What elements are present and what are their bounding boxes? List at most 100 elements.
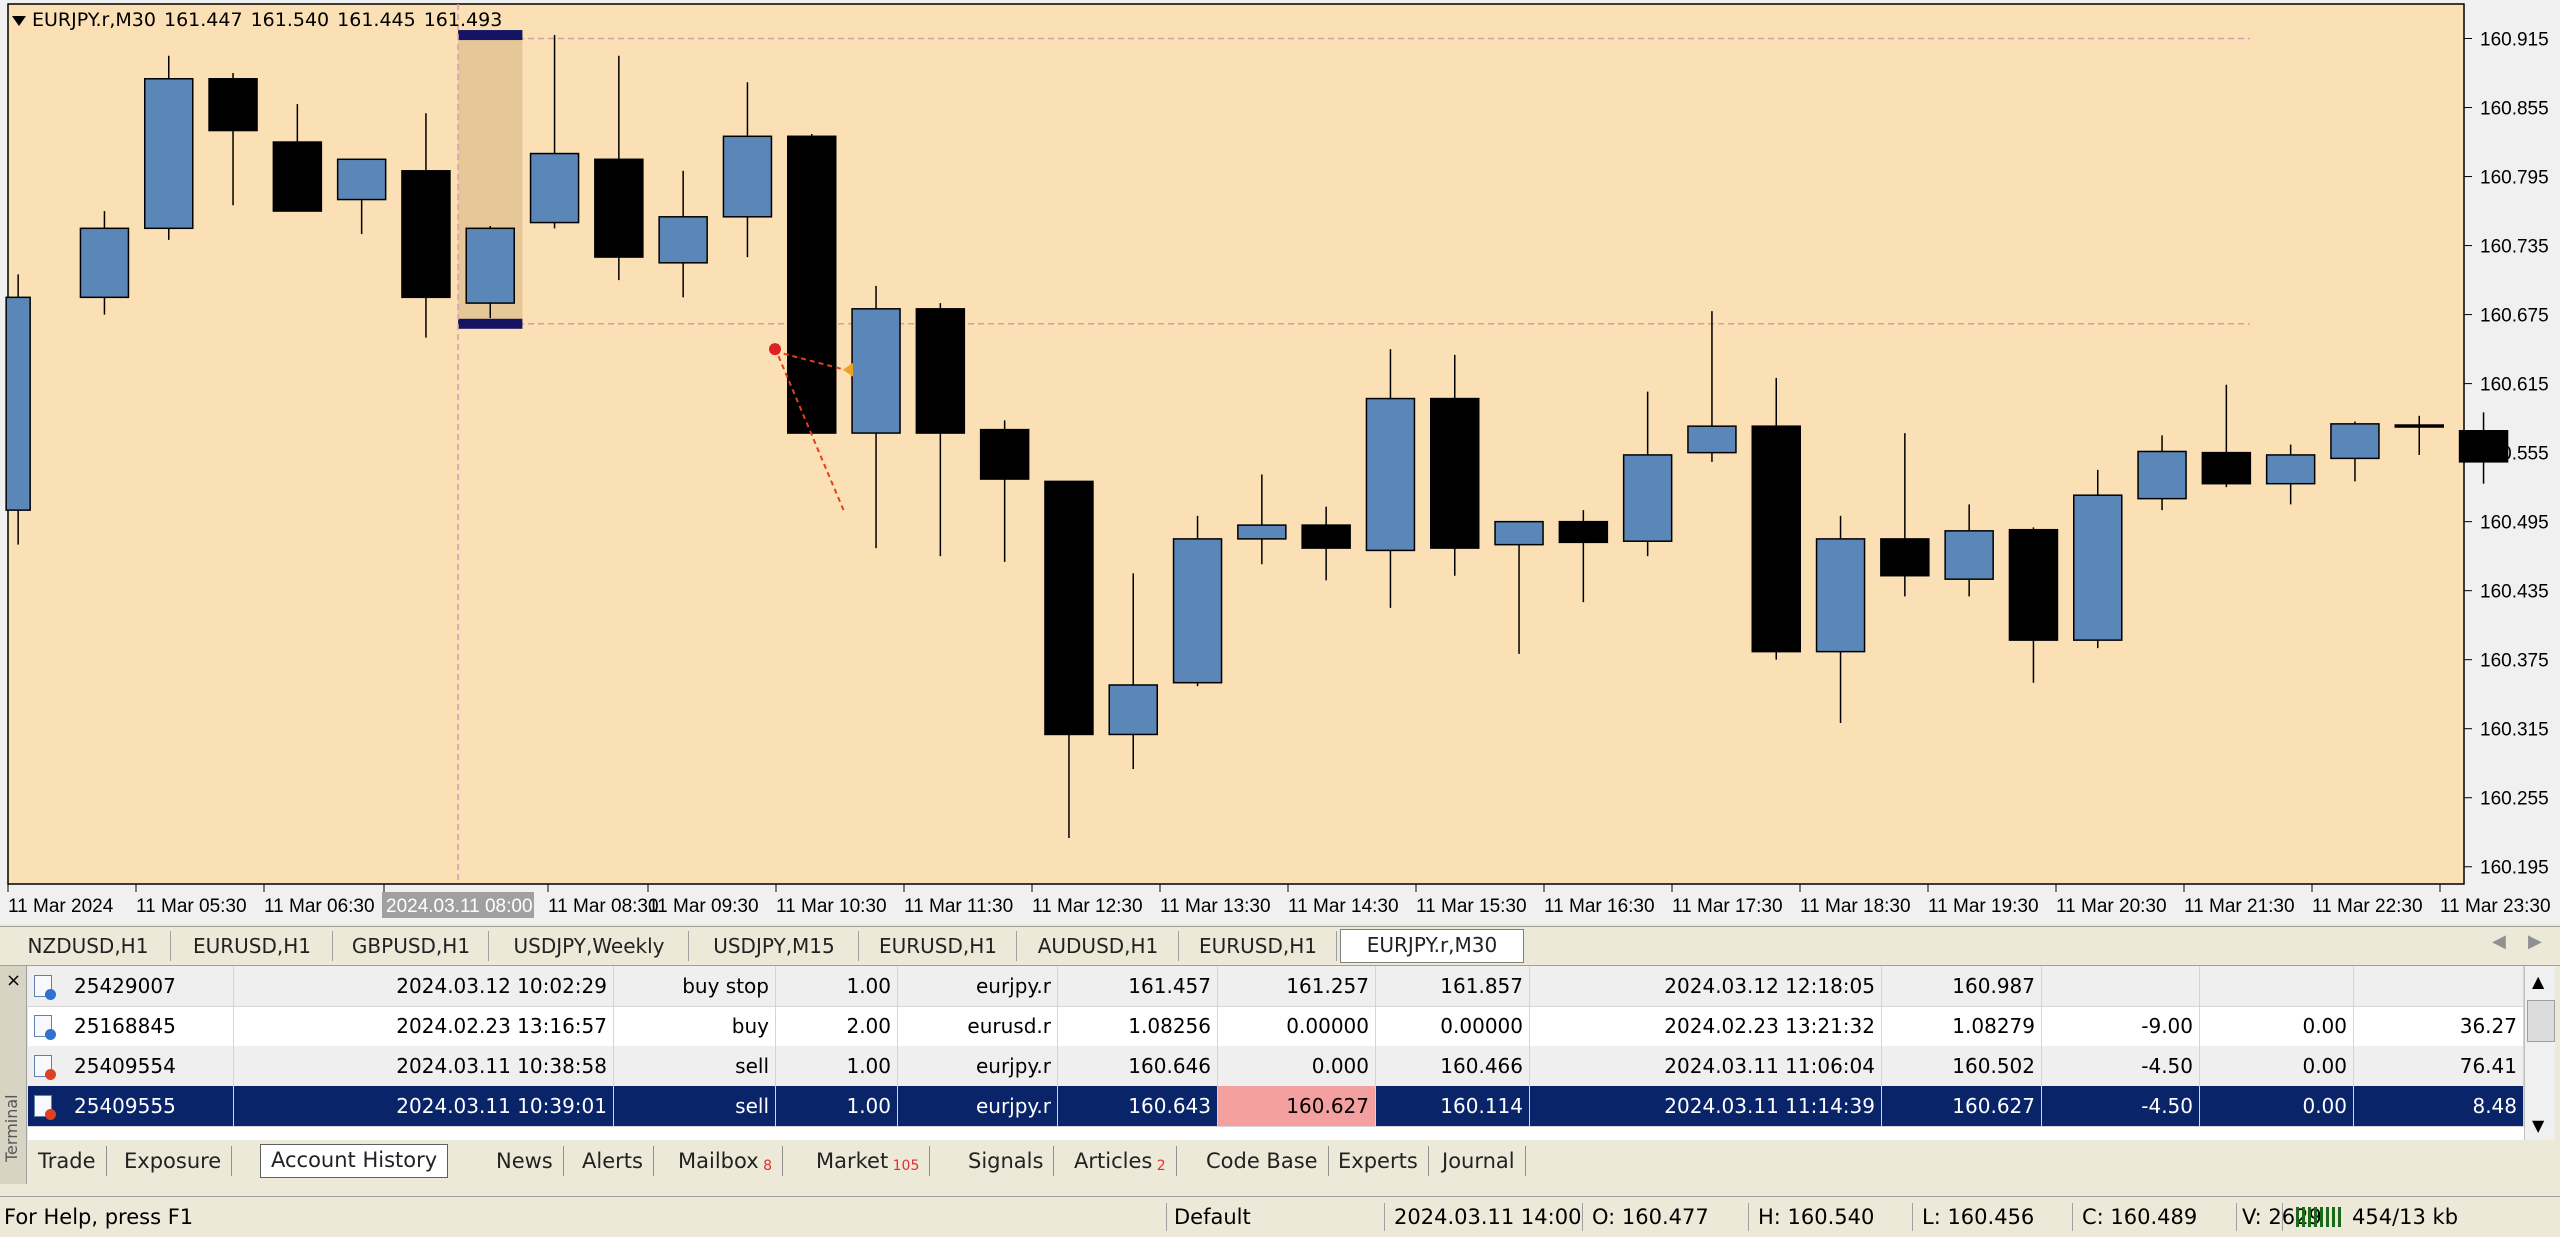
candle-body [979,428,1030,480]
table-row[interactable]: 25409554 2024.03.11 10:38:58 sell 1.00 eurjp… [28,1046,2524,1087]
swap-cell: 0.00 [2200,1006,2354,1046]
price-cell: 1.08256 [1058,1006,1218,1046]
candle-body [787,135,837,434]
y-axis-label: 160.375 [2480,651,2549,672]
history-scrollbar[interactable]: ▲ ▼ [2524,966,2555,1140]
x-axis-label: 11 Mar 05:30 [136,896,247,917]
candle-body [465,227,515,304]
tab-label: Experts [1338,1149,1418,1173]
open-time-cell: 2024.03.11 10:39:01 [234,1086,614,1126]
tp-cell: 160.114 [1376,1086,1530,1126]
commission-cell: -4.50 [2042,1046,2200,1086]
close-icon[interactable]: × [6,970,22,991]
sl-cell: 161.257 [1218,966,1376,1006]
symbol-cell: eurjpy.r [898,1046,1058,1086]
tab-label: Code Base [1206,1149,1318,1173]
tab-label: Journal [1442,1149,1515,1173]
profit-cell: 8.48 [2354,1086,2524,1126]
x-axis-label: 11 Mar 12:30 [1032,896,1143,917]
chart-tab[interactable]: USDJPY,M15 [690,931,859,961]
tab-label: Exposure [124,1149,222,1173]
tab-exposure[interactable]: Exposure [114,1146,233,1176]
swap-cell [2200,966,2354,1006]
status-help: For Help, press F1 [4,1205,194,1229]
y-axis-label: 160.555 [2480,444,2549,465]
trade-entry-marker [769,343,781,356]
tab-scroll-right-icon[interactable]: ▶ [2528,931,2542,952]
type-cell: sell [614,1046,776,1086]
tab-label: Account History [271,1148,438,1172]
commission-cell: -9.00 [2042,1006,2200,1046]
table-row[interactable]: 25429007 2024.03.12 10:02:29 buy stop 1.00 e… [28,966,2524,1007]
status-low: L: 160.456 [1922,1205,2035,1229]
close-time-cell: 2024.03.11 11:14:39 [1530,1086,1882,1126]
status-traffic: 454/13 kb [2352,1205,2459,1229]
tab-alerts[interactable]: Alerts [572,1146,654,1176]
table-row[interactable]: 25168845 2024.02.23 13:16:57 buy 2.00 eurusd… [28,1006,2524,1047]
chart-tab[interactable]: EURUSD,H1 [1180,931,1337,961]
y-axis-label: 160.735 [2480,237,2549,258]
chart-tab[interactable]: AUDUSD,H1 [1018,931,1179,961]
tab-experts[interactable]: Experts [1328,1146,1429,1176]
chart-window[interactable]: 160.915 160.855 160.795 160.735 160.675 160.6… [0,0,2560,924]
y-axis-label: 160.795 [2480,168,2549,189]
candle-body [401,170,451,299]
status-bar: For Help, press F1 Default 2024.03.11 14… [0,1196,2560,1237]
candle-body [529,152,580,224]
tab-trade[interactable]: Trade [28,1146,107,1176]
x-label-highlight [382,892,534,918]
candle-body [1622,454,1673,542]
tp-cell: 0.00000 [1376,1006,1530,1046]
candle-body [1815,538,1866,653]
swap-cell: 0.00 [2200,1046,2354,1086]
order-icon [34,1055,56,1080]
chart-tab[interactable]: USDJPY,Weekly [490,931,689,961]
tab-journal[interactable]: Journal [1432,1146,1526,1176]
tab-market[interactable]: Market 105 [806,1146,931,1176]
open-time-cell: 2024.03.11 10:38:58 [234,1046,614,1086]
x-axis-label: 11 Mar 11:30 [904,896,1013,917]
chart-tab[interactable]: GBPUSD,H1 [334,931,489,961]
chart-menu-triangle-icon[interactable] [12,15,26,26]
price-cell: 160.646 [1058,1046,1218,1086]
tab-badge: 8 [758,1158,772,1174]
chart-low: 161.445 [337,9,416,31]
candle-body [2265,454,2316,485]
y-axis-label: 160.495 [2480,513,2549,534]
terminal-label: Terminal [2,1094,21,1162]
scroll-up-icon[interactable]: ▲ [2532,972,2545,991]
scroll-thumb[interactable] [2527,1000,2555,1042]
candle-body [336,158,387,201]
y-axis-label: 160.255 [2480,789,2549,810]
status-open: O: 160.477 [1592,1205,1709,1229]
candle-body [272,141,323,212]
x-axis-label: 11 Mar 19:30 [1928,896,2039,917]
tab-code-base[interactable]: Code Base [1196,1146,1329,1176]
x-axis-label: 11 Mar 18:30 [1800,896,1911,917]
scroll-down-icon[interactable]: ▼ [2532,1116,2545,1135]
chart-tab[interactable]: NZDUSD,H1 [6,931,171,961]
candle-body [2330,423,2380,460]
tab-mailbox[interactable]: Mailbox 8 [668,1146,783,1176]
x-axis-label-highlight: 2024.03.11 08:00 [386,896,533,917]
tab-account-history[interactable]: Account History [260,1144,449,1178]
candle-body [1751,425,1801,653]
chart-tab[interactable]: EURUSD,H1 [860,931,1017,961]
candle-body [5,296,31,511]
tab-scroll-left-icon[interactable]: ◀ [2492,931,2506,952]
chart-tab[interactable]: EURUSD,H1 [172,931,333,961]
price-chart[interactable]: 160.915 160.855 160.795 160.735 160.675 160.6… [0,0,2560,924]
candle-body [2458,430,2509,463]
terminal-tab-bar: Trade Exposure Account History News Alerts Ma… [28,1142,2558,1180]
tp-cell: 160.466 [1376,1046,1530,1086]
table-row[interactable]: 25409555 2024.03.11 10:39:01 sell 1.00 eurjp… [28,1086,2524,1127]
tab-articles[interactable]: Articles 2 [1064,1146,1177,1176]
close-price-cell: 1.08279 [1882,1006,2042,1046]
tab-signals[interactable]: Signals [958,1146,1055,1176]
close-price-cell: 160.987 [1882,966,2042,1006]
candle-body [2073,494,2123,641]
x-axis-label: 11 Mar 14:30 [1288,896,1399,917]
x-axis-label: 11 Mar 13:30 [1160,896,1271,917]
chart-tab-active[interactable]: EURJPY.r,M30 [1340,929,1524,963]
tab-news[interactable]: News [486,1146,564,1176]
